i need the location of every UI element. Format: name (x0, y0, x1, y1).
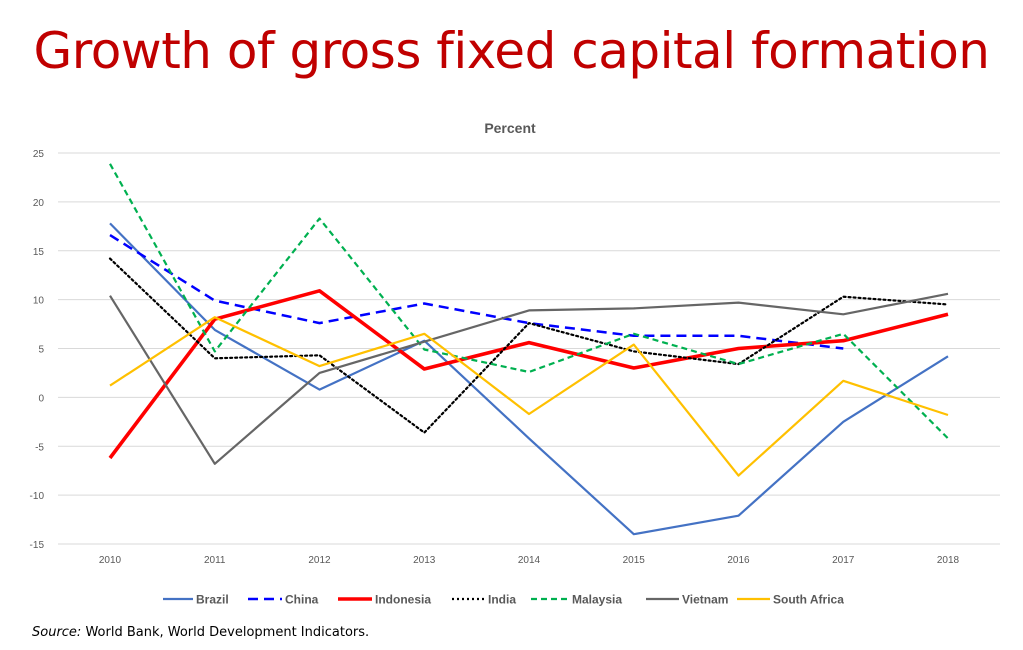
y-tick-label: -15 (30, 540, 45, 551)
y-tick-label: 25 (33, 149, 45, 160)
x-tick-label: 2018 (937, 555, 960, 566)
series-line-south-africa (109, 316, 949, 477)
series-line-vietnam (109, 292, 949, 465)
legend-label: Vietnam (682, 593, 728, 607)
source-text: World Bank, World Development Indicators… (81, 625, 370, 640)
series-line-brazil (109, 222, 949, 536)
y-tick-label: 0 (38, 393, 44, 404)
y-tick-label: -5 (35, 442, 44, 453)
x-tick-label: 2015 (623, 555, 646, 566)
series-line-china (109, 234, 844, 350)
y-axis-ticks: 25 20 15 10 5 0 -5 -10 -15 (30, 149, 45, 551)
x-tick-label: 2016 (727, 555, 750, 566)
source-label: Source: (32, 625, 82, 640)
legend-item-india: India (452, 593, 516, 607)
x-tick-label: 2012 (308, 555, 331, 566)
y-tick-label: -10 (30, 491, 45, 502)
legend-label: China (285, 593, 319, 607)
legend-label: India (488, 593, 516, 607)
legend-item-south-africa: South Africa (737, 593, 844, 607)
x-tick-label: 2011 (204, 555, 226, 566)
x-tick-label: 2010 (99, 555, 122, 566)
legend-label: South Africa (773, 593, 844, 607)
legend: Brazil China Indonesia India Malaysia Vietnam… (163, 593, 844, 607)
x-tick-label: 2013 (413, 555, 436, 566)
legend-label: Brazil (196, 593, 229, 607)
legend-item-indonesia: Indonesia (338, 593, 431, 607)
x-tick-label: 2014 (518, 555, 541, 566)
x-tick-label: 2017 (832, 555, 855, 566)
series-line-indonesia (108, 288, 949, 460)
legend-item-malaysia: Malaysia (531, 593, 622, 607)
x-axis-ticks: 2010 2011 2012 2013 2014 2015 2016 2017 2018 (99, 555, 960, 566)
y-tick-label: 5 (38, 345, 44, 356)
legend-label: Indonesia (375, 593, 431, 607)
page-title: Growth of gross fixed capital formation (33, 22, 990, 80)
legend-label: Malaysia (572, 593, 622, 607)
y-tick-label: 15 (33, 247, 45, 258)
legend-item-china: China (248, 593, 319, 607)
series-lines (108, 163, 950, 536)
legend-item-vietnam: Vietnam (646, 593, 728, 607)
y-tick-label: 10 (33, 296, 45, 307)
gridlines (58, 152, 1000, 545)
series-line-india (108, 257, 950, 434)
y-tick-label: 20 (33, 198, 45, 209)
series-line-malaysia (109, 163, 949, 440)
source-note: Source: World Bank, World Development In… (32, 625, 369, 640)
chart-title: Percent (484, 120, 536, 136)
legend-item-brazil: Brazil (163, 593, 229, 607)
